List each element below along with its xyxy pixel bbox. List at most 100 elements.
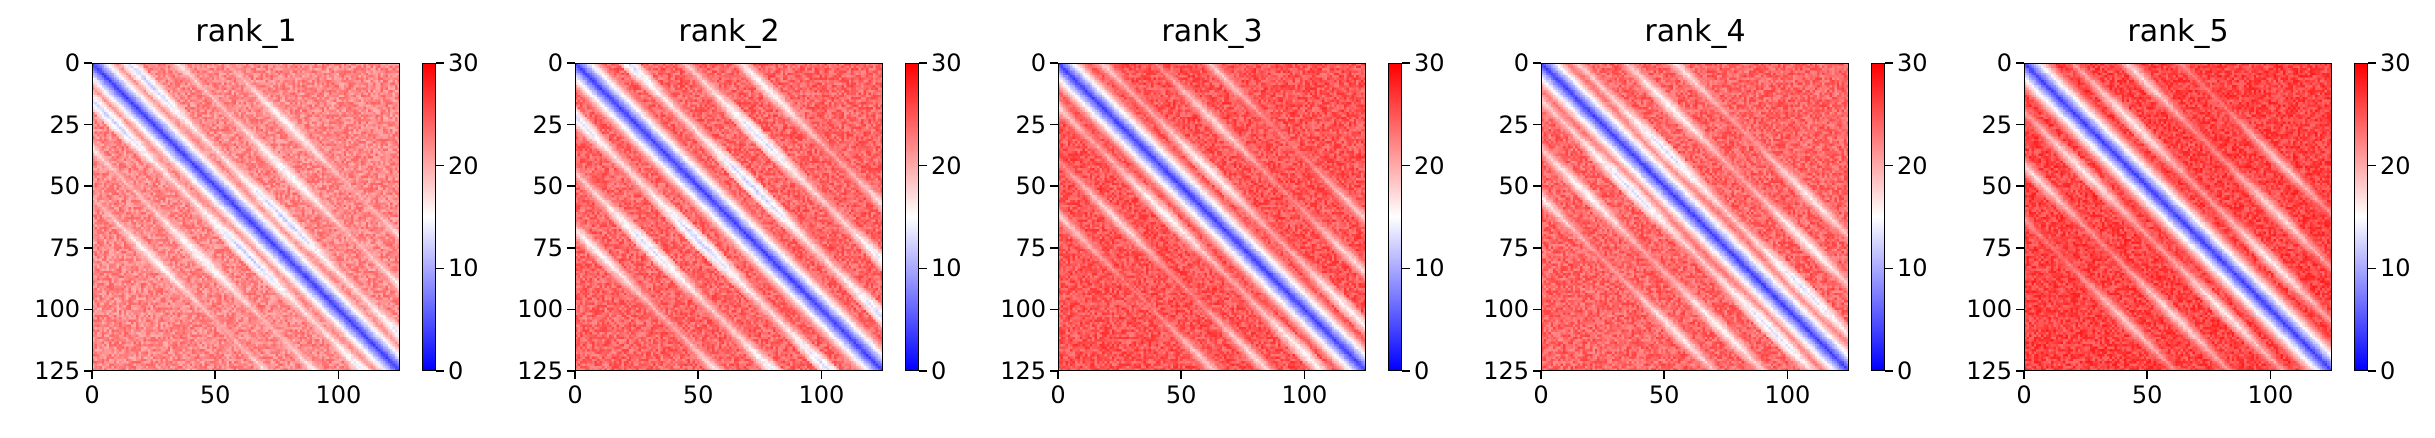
- y-tick-label: 50: [532, 172, 563, 201]
- colorbar-tick: [919, 164, 927, 167]
- x-tick-label: 100: [1764, 381, 1811, 409]
- y-tick-label: 125: [1000, 357, 1046, 385]
- colorbar-tick-label: 10: [931, 254, 962, 283]
- heatmap-panel: rank_3 0 50 100 0 25 50 75 100 125 0 10 20 30: [966, 0, 1446, 438]
- colorbar-tick: [1885, 62, 1893, 64]
- y-tick-label: 125: [1966, 357, 2012, 385]
- y-tick: [1533, 247, 1541, 249]
- y-tick-label: 0: [547, 49, 563, 77]
- x-tick-label: 0: [84, 381, 100, 409]
- y-tick-label: 0: [64, 49, 80, 77]
- y-tick-label: 25: [532, 110, 563, 139]
- y-tick-label: 50: [1015, 172, 1046, 201]
- x-tick-label: 100: [315, 381, 362, 409]
- y-tick-label: 100: [34, 295, 80, 324]
- y-tick-label: 75: [1498, 233, 1529, 262]
- x-tick-label: 0: [2016, 381, 2032, 409]
- x-tick: [1180, 371, 1182, 379]
- chart-title: rank_1: [195, 14, 297, 49]
- y-tick-label: 100: [1000, 295, 1046, 324]
- y-tick-label: 50: [49, 172, 80, 201]
- y-tick: [1050, 62, 1058, 64]
- colorbar: [422, 63, 436, 371]
- colorbar-tick-label: 20: [1897, 151, 1928, 180]
- colorbar-tick: [919, 62, 927, 64]
- x-tick: [574, 371, 576, 379]
- colorbar-tick-label: 0: [2380, 357, 2396, 385]
- y-tick: [2016, 247, 2024, 249]
- y-tick-label: 0: [1996, 49, 2012, 77]
- y-tick-label: 25: [1015, 110, 1046, 139]
- y-tick-label: 75: [1981, 233, 2012, 262]
- heatmap-panel: rank_2 0 50 100 0 25 50 75 100 125 0 10 20 30: [483, 0, 963, 438]
- heatmap-cells: [92, 63, 400, 371]
- colorbar-tick: [1402, 267, 1410, 270]
- colorbar-tick-label: 20: [448, 151, 479, 180]
- y-tick-label: 25: [1981, 110, 2012, 139]
- y-tick: [84, 370, 92, 372]
- heatmap-cells: [575, 63, 883, 371]
- y-tick: [2016, 185, 2024, 187]
- colorbar-tick: [1885, 164, 1893, 167]
- x-tick-label: 0: [1533, 381, 1549, 409]
- x-tick: [2023, 371, 2025, 379]
- y-tick: [84, 62, 92, 64]
- colorbar: [2354, 63, 2368, 371]
- x-tick: [1303, 371, 1306, 379]
- colorbar-tick-label: 10: [2380, 254, 2411, 283]
- x-tick-label: 50: [199, 381, 231, 409]
- x-tick: [1786, 371, 1789, 379]
- x-tick-label: 0: [1050, 381, 1066, 409]
- colorbar-tick-label: 30: [931, 49, 962, 77]
- colorbar-tick-label: 0: [931, 357, 947, 385]
- colorbar-tick-label: 20: [931, 151, 962, 180]
- colorbar-tick: [919, 267, 927, 270]
- y-tick: [1533, 185, 1541, 187]
- x-tick-label: 0: [567, 381, 583, 409]
- colorbar-tick-label: 20: [2380, 151, 2411, 180]
- y-tick: [1533, 62, 1541, 64]
- y-tick-label: 50: [1498, 172, 1529, 201]
- colorbar-tick: [436, 370, 444, 372]
- y-tick: [1533, 370, 1541, 372]
- colorbar-tick: [436, 164, 444, 167]
- colorbar-tick: [919, 370, 927, 372]
- colorbar-tick: [1402, 62, 1410, 64]
- y-tick: [84, 123, 92, 126]
- y-tick-label: 25: [49, 110, 80, 139]
- y-tick: [567, 247, 575, 249]
- y-tick-label: 0: [1030, 49, 1046, 77]
- y-tick: [84, 308, 92, 311]
- x-tick: [820, 371, 823, 379]
- heatmap-panel: rank_5 0 50 100 0 25 50 75 100 125 0 10 20 30: [1932, 0, 2412, 438]
- y-tick: [2016, 123, 2024, 126]
- colorbar-tick: [2368, 164, 2376, 167]
- heatmap-cells: [2024, 63, 2332, 371]
- colorbar-tick-label: 30: [448, 49, 479, 77]
- y-tick-label: 125: [517, 357, 563, 385]
- x-tick: [1057, 371, 1059, 379]
- y-tick-label: 100: [1966, 295, 2012, 324]
- colorbar-tick: [2368, 370, 2376, 372]
- colorbar-tick: [436, 267, 444, 270]
- colorbar: [1388, 63, 1402, 371]
- x-tick: [2269, 371, 2272, 379]
- y-tick-label: 125: [34, 357, 80, 385]
- y-tick: [84, 185, 92, 187]
- x-tick: [1663, 371, 1665, 379]
- heatmap-panel: rank_4 0 50 100 0 25 50 75 100 125 0 10 20 30: [1449, 0, 1929, 438]
- colorbar-tick: [2368, 62, 2376, 64]
- y-tick: [1050, 247, 1058, 249]
- y-tick: [567, 185, 575, 187]
- y-tick-label: 100: [1483, 295, 1529, 324]
- y-tick: [567, 370, 575, 372]
- x-tick-label: 50: [1165, 381, 1197, 409]
- colorbar-tick-label: 10: [1897, 254, 1928, 283]
- y-tick-label: 125: [1483, 357, 1529, 385]
- colorbar-tick-label: 30: [1897, 49, 1928, 77]
- x-tick: [1540, 371, 1542, 379]
- x-tick-label: 100: [798, 381, 845, 409]
- colorbar-tick-label: 10: [448, 254, 479, 283]
- y-tick-label: 100: [517, 295, 563, 324]
- y-tick: [1533, 123, 1541, 126]
